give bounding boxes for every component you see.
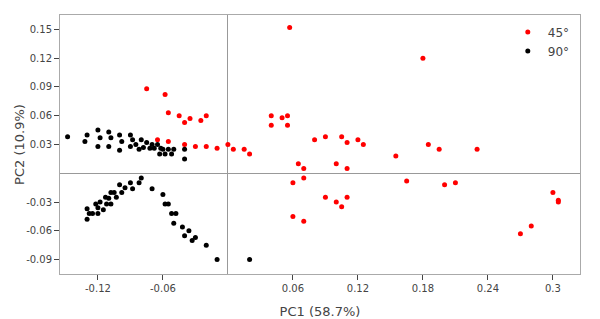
svg-text:0.06: 0.06 bbox=[30, 110, 52, 121]
svg-text:0.09: 0.09 bbox=[30, 81, 52, 92]
svg-text:0.18: 0.18 bbox=[412, 283, 434, 294]
svg-text:0.24: 0.24 bbox=[477, 283, 499, 294]
svg-text:0.15: 0.15 bbox=[30, 24, 52, 35]
svg-text:-0.06: -0.06 bbox=[150, 283, 176, 294]
svg-text:90°: 90° bbox=[548, 45, 569, 59]
svg-text:-0.09: -0.09 bbox=[26, 254, 52, 265]
svg-text:PC1 (58.7%): PC1 (58.7%) bbox=[280, 304, 361, 319]
svg-text:0.12: 0.12 bbox=[347, 283, 369, 294]
svg-text:PC2 (10.9%): PC2 (10.9%) bbox=[12, 104, 27, 185]
svg-text:0.3: 0.3 bbox=[545, 283, 561, 294]
svg-text:0.12: 0.12 bbox=[30, 53, 52, 64]
svg-text:-0.06: -0.06 bbox=[26, 225, 52, 236]
svg-text:0.06: 0.06 bbox=[282, 283, 304, 294]
svg-text:-0.12: -0.12 bbox=[85, 283, 111, 294]
svg-text:0.03: 0.03 bbox=[30, 139, 52, 150]
svg-text:45°: 45° bbox=[548, 26, 569, 40]
svg-text:-0.03: -0.03 bbox=[26, 197, 52, 208]
